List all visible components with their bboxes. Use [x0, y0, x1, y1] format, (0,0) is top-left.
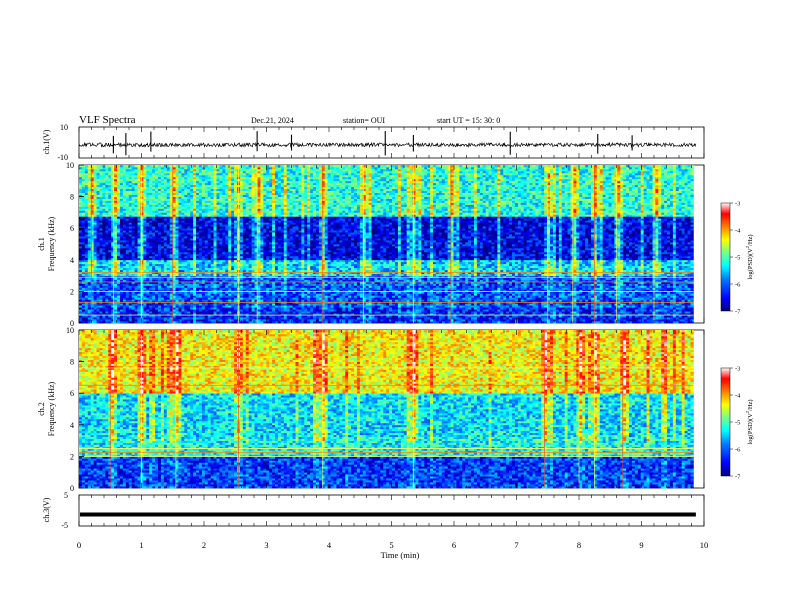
ch1-spectrogram-image	[79, 165, 694, 323]
ch2-colorbar	[721, 368, 730, 476]
ch2-spectrogram-ytick-label-5: 10	[66, 326, 74, 335]
ch2-spectrogram-ytick-label-4: 8	[70, 358, 74, 367]
time-tick-label-1: 1	[139, 540, 143, 550]
time-tick-label-8: 8	[577, 540, 581, 550]
ch1-spectrogram-cbtick-label-0: -3	[735, 201, 740, 208]
ch1-spectrogram-ytick-label-1: 2	[70, 287, 74, 296]
ch1-spectrogram-cbtick-label-2: -5	[735, 255, 740, 262]
time-tick-label-6: 6	[452, 540, 456, 550]
ch1-colorbar-ticks: -3 -4 -5 -6 -7	[730, 201, 741, 316]
ch3-waveform-ylabel: ch.3(V)	[42, 497, 51, 522]
time-tick-label-9: 9	[639, 540, 643, 550]
ch1-spectrogram-cbtick-label-4: -7	[735, 309, 741, 316]
time-tick-label-10: 10	[700, 540, 709, 550]
ch2-spectrogram-ytick-label-0: 0	[70, 484, 74, 493]
time-axis-tick-labels: 0 1 2 3 4 5 6 7 8 9 10	[77, 540, 708, 550]
ch1-ytick-top: 10	[60, 123, 68, 132]
ch1-waveform-ylabel: ch.1(V)	[42, 129, 51, 154]
ch2-spectrogram-ytick-label-2: 4	[70, 421, 74, 430]
ch2-spectrogram-image	[79, 330, 694, 488]
time-axis-label: Time (min)	[381, 550, 420, 560]
ch2-colorbar-label: log(PSD)(V2/Hz)	[745, 399, 754, 444]
figure-title: VLF Spectra	[79, 114, 136, 126]
ch1-spectrogram-cbtick-label-3: -6	[735, 282, 741, 289]
ch2-spectrogram-ylabel: ch.2Frequency (kHz)	[37, 381, 56, 436]
date-label: Dec.21, 2024	[251, 116, 294, 125]
ch2-spectrogram-cbtick-label-0: -3	[735, 366, 740, 373]
ch1-spectrogram-ytick-label-3: 6	[70, 224, 74, 233]
start-time-label: start UT = 15: 30: 0	[437, 116, 500, 125]
ch2-spectrogram-ytick-label-1: 2	[70, 452, 74, 461]
vlf-figure: VLF Spectra Dec.21, 2024 station= OUI st…	[0, 0, 792, 612]
time-tick-label-4: 4	[327, 540, 332, 550]
ch2-spectrogram-cbtick-label-2: -5	[735, 420, 740, 427]
ch1-spectrogram-cbtick-label-1: -4	[735, 228, 741, 235]
ch1-spectrogram-ylabel: ch.1Frequency (kHz)	[37, 216, 56, 271]
ch2-spectrogram-cbtick-label-1: -4	[735, 393, 741, 400]
ch1-colorbar-label: log(PSD)(V2/Hz)	[745, 234, 754, 279]
ch1-spectrogram-ytick-label-2: 4	[70, 256, 74, 265]
ch2-spectrogram-ytick-label-3: 6	[70, 389, 74, 398]
time-tick-label-7: 7	[514, 540, 518, 550]
ch2-colorbar-ticks: -3 -4 -5 -6 -7	[730, 366, 741, 481]
ch1-colorbar	[721, 203, 730, 311]
time-tick-label-2: 2	[202, 540, 206, 550]
ch3-ytick-bottom: -5	[61, 521, 68, 530]
time-tick-label-0: 0	[77, 540, 81, 550]
ch3-ytick-top: 5	[64, 491, 68, 500]
ch2-spectrogram-cbtick-label-3: -6	[735, 447, 741, 454]
ch1-spectrogram-ytick-label-5: 10	[66, 161, 74, 170]
station-label: station= OUI	[343, 116, 385, 125]
time-tick-label-3: 3	[264, 540, 268, 550]
ch1-spectrogram-ytick-label-4: 8	[70, 193, 74, 202]
ch2-spectrogram-panel: 0 2 4 6 8 10 ch.2Frequency (kHz) -3 -4 -5 -6 -7 l…	[37, 326, 754, 493]
ch2-spectrogram-cbtick-label-4: -7	[735, 474, 741, 481]
time-tick-label-5: 5	[389, 540, 393, 550]
